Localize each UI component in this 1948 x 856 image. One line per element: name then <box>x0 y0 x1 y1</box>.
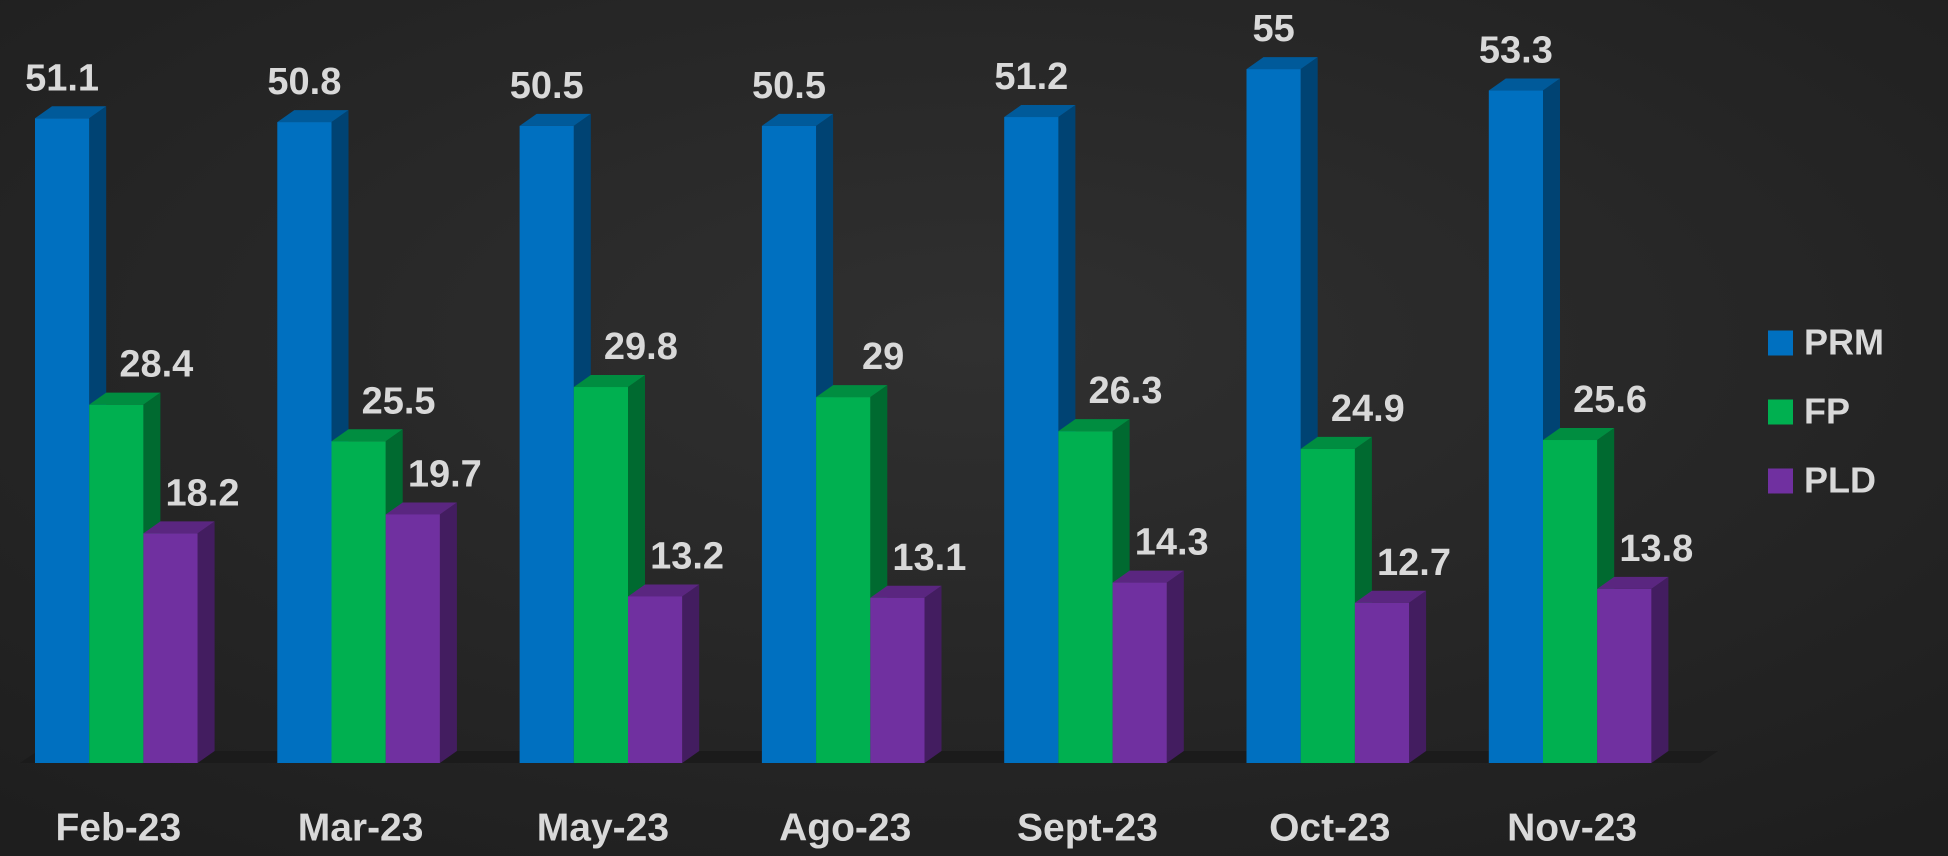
bar <box>1246 69 1301 764</box>
bar <box>89 404 144 763</box>
legend-swatch <box>1768 468 1793 494</box>
bar <box>573 387 628 763</box>
value-label: 18.2 <box>166 472 240 514</box>
bar-top <box>628 584 700 597</box>
bar <box>385 514 440 763</box>
bar-top <box>870 585 942 598</box>
bar-top <box>331 429 403 442</box>
legend-swatch <box>1768 399 1793 425</box>
bar <box>35 118 90 763</box>
bar-top <box>816 385 888 398</box>
value-label: 13.1 <box>892 537 966 579</box>
bar-side <box>197 521 215 763</box>
value-label: 26.3 <box>1089 370 1163 412</box>
bar-side <box>1166 570 1184 763</box>
bar-top <box>1597 576 1669 589</box>
value-label: 24.9 <box>1331 388 1405 430</box>
bar-top <box>385 502 457 515</box>
bar-top <box>1300 436 1372 449</box>
legend-swatch <box>1768 330 1793 356</box>
value-label: 28.4 <box>119 344 193 386</box>
bar-top <box>519 113 591 126</box>
bar-top <box>1488 78 1560 91</box>
bar-side <box>1651 576 1669 763</box>
x-tick-label: Feb-23 <box>55 806 181 849</box>
bar <box>519 125 574 763</box>
legend-label: PLD <box>1804 460 1876 501</box>
bar-top <box>1246 57 1318 70</box>
bar-top <box>1004 105 1076 118</box>
bar-top <box>1112 570 1184 583</box>
value-label: 29.8 <box>604 326 678 368</box>
x-tick-label: Oct-23 <box>1269 806 1390 849</box>
bar-side <box>1409 590 1427 763</box>
legend-label: PRM <box>1804 322 1884 363</box>
bar <box>277 122 332 763</box>
x-tick-label: Ago-23 <box>779 806 911 849</box>
legend-label: FP <box>1804 391 1850 432</box>
bar-top <box>277 110 349 123</box>
value-label: 25.6 <box>1573 379 1647 421</box>
bar-side <box>682 584 700 763</box>
bar-top <box>143 521 215 534</box>
bar <box>1004 117 1059 763</box>
bar-top <box>1354 590 1427 603</box>
value-label: 29 <box>862 336 904 378</box>
x-tick-label: Nov-23 <box>1507 806 1637 849</box>
bar-top <box>1058 419 1130 432</box>
bar <box>1488 90 1543 763</box>
value-label: 13.2 <box>650 535 724 577</box>
value-label: 50.8 <box>267 61 341 103</box>
bar-side <box>439 502 457 763</box>
value-label: 25.5 <box>362 380 436 422</box>
bar-top <box>1543 428 1615 441</box>
bar <box>1112 582 1167 763</box>
value-label: 50.5 <box>752 65 826 107</box>
bar-top <box>573 375 645 388</box>
bar <box>628 596 683 763</box>
bar <box>1597 588 1652 763</box>
bar <box>1354 602 1410 763</box>
bar <box>1543 440 1598 763</box>
value-label: 53.3 <box>1479 30 1553 72</box>
x-tick-label: May-23 <box>537 806 669 849</box>
bar-side <box>924 585 942 763</box>
bar <box>1058 431 1113 763</box>
bar <box>870 597 925 763</box>
value-label: 50.5 <box>510 65 584 107</box>
value-label: 19.7 <box>408 453 482 495</box>
value-label: 14.3 <box>1135 522 1209 564</box>
bar-top <box>89 392 161 405</box>
bar <box>816 397 871 763</box>
value-label: 51.1 <box>25 57 99 99</box>
value-label: 51.2 <box>994 56 1068 98</box>
value-label: 13.8 <box>1619 528 1693 570</box>
value-label: 55 <box>1252 8 1294 50</box>
bar <box>761 125 817 763</box>
bar <box>331 441 386 763</box>
x-tick-label: Sept-23 <box>1017 806 1158 849</box>
x-tick-label: Mar-23 <box>298 806 424 849</box>
bar-top <box>35 106 107 119</box>
bar <box>1300 448 1355 763</box>
bar <box>143 533 198 763</box>
bar-top <box>761 113 834 126</box>
value-label: 12.7 <box>1377 542 1451 584</box>
